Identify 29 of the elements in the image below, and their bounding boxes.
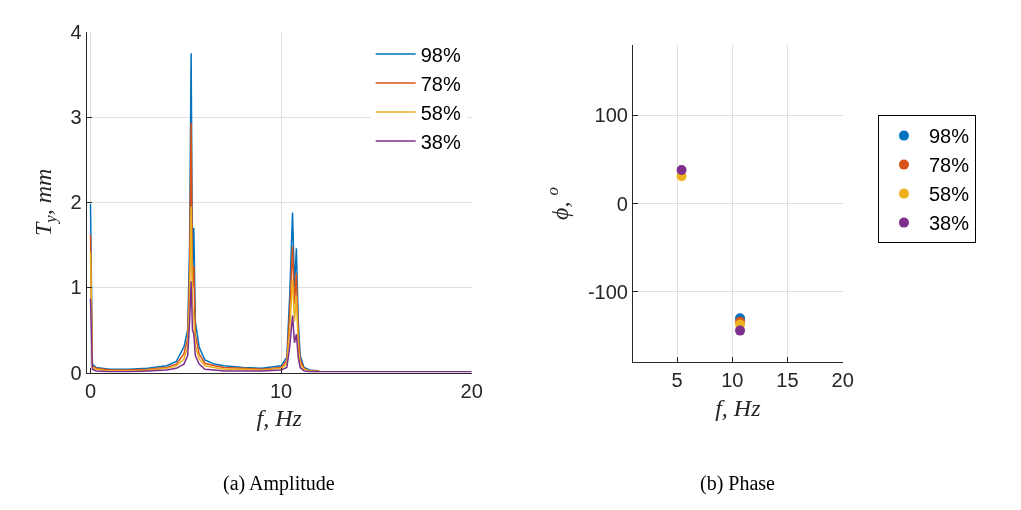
legend-label: 98% [928,125,970,148]
point [735,325,746,336]
x-tick-label: 20 [460,379,483,402]
x-tick-label: 0 [84,379,97,402]
legend-label: 98% [420,43,461,66]
x-tick-label: 10 [721,369,744,392]
x-tick-label: 10 [269,379,293,402]
legend-label: 38% [928,212,970,235]
y-tick-label: 1 [70,276,82,299]
text: (a) Amplitude [223,472,335,495]
x-tick-label: 15 [776,369,799,392]
y-tick-label: 100 [594,104,628,127]
x-axis-title: f, Hz [715,394,762,421]
legend-label: 58% [420,101,461,124]
y-tick-label: -100 [587,280,628,303]
y-tick-label: 0 [616,192,628,215]
line-series [89,280,472,373]
x-tick-label: 5 [671,369,683,392]
x-axis-title: f, Hz [256,405,303,432]
point [676,164,687,175]
x-tick-label: 20 [831,369,854,392]
legend-label: 58% [928,183,970,206]
y-tick-label: 2 [70,191,82,214]
legend-label: 78% [928,154,970,177]
y-tick-label: 4 [70,20,82,43]
legend-label: 38% [420,130,461,153]
legend-label: 78% [420,72,461,95]
y-tick-label: 3 [70,106,82,129]
text: (b) Phase [700,472,776,495]
